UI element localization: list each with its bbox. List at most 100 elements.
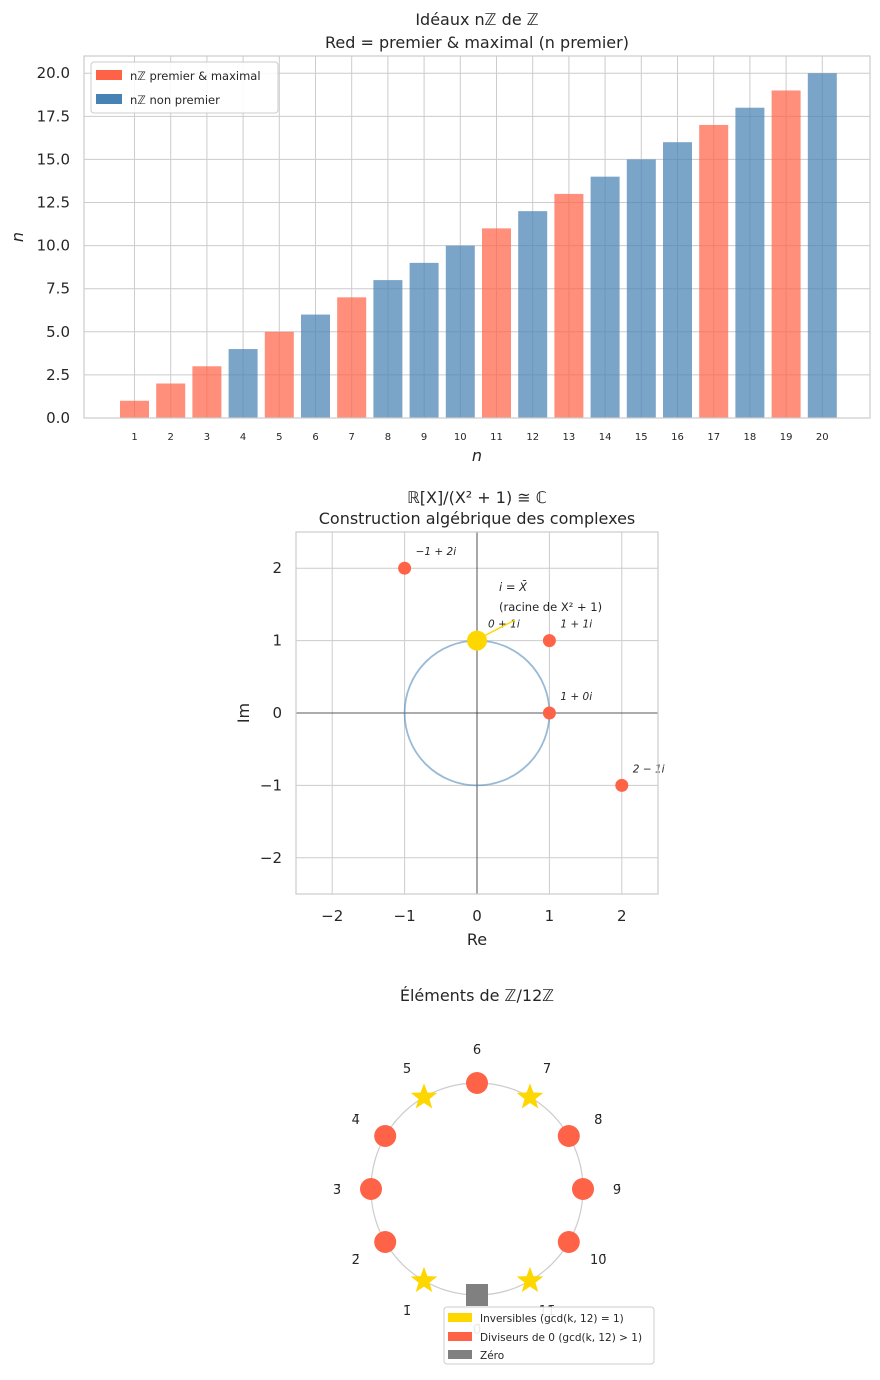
chart3-legend-label-zero-divisors: Diviseurs de 0 (gcd(k, 12) > 1) — [480, 1332, 642, 1344]
chart3-element-7-star — [516, 1083, 544, 1109]
chart1-ylabel: n — [8, 232, 27, 242]
chart1-xlabel: n — [472, 446, 482, 465]
chart2-point-i — [467, 630, 487, 651]
chart1-xtick-label: 10 — [454, 432, 467, 443]
chart3-ring-circle — [370, 1082, 584, 1296]
chart3-element-label: 9̄ — [613, 1183, 621, 1198]
chart3-element-4-dot — [374, 1125, 397, 1147]
chart1-xtick-label: 5 — [276, 432, 282, 443]
chart1-bar-5 — [264, 331, 294, 418]
chart1-frame — [83, 55, 871, 419]
chart2-ylabel: Im — [234, 703, 253, 723]
chart1-bar-16 — [663, 142, 692, 418]
chart1-bar-8 — [373, 280, 403, 418]
ideals-bar-chart: Idéaux nℤ de ℤ Red = premier & maximal (… — [8, 10, 871, 465]
chart1-bar-7 — [337, 297, 367, 418]
chart3-element-label: 10̄ — [590, 1253, 607, 1268]
chart3-element-1-star — [410, 1266, 438, 1293]
chart1-ytick-label: 10.0 — [37, 237, 70, 255]
chart1-x-ticks: 1 2 3 4 5 6 7 8 9 10 11 12 13 14 15 16 17 18 19 20 — [131, 432, 828, 443]
chart2-xlabel: Re — [467, 930, 487, 949]
chart2-points: 1 + 0i1 + 1i−1 + 2i2 − 1i0 + 1i — [398, 546, 665, 792]
chart2-ytick-label: −1 — [260, 776, 282, 794]
chart1-xtick-label: 7 — [349, 432, 355, 443]
chart1-bar-6 — [301, 314, 330, 418]
chart1-bar-4 — [228, 349, 258, 418]
chart1-legend-swatch-prime — [96, 70, 122, 80]
chart1-xtick-label: 12 — [526, 432, 539, 443]
chart2-frame — [295, 531, 659, 895]
chart3-element-6-dot — [466, 1072, 488, 1094]
chart1-xtick-label: 19 — [780, 432, 793, 443]
chart1-bar-10 — [445, 245, 475, 418]
chart3-legend-box — [443, 1306, 655, 1365]
chart1-bar-14 — [590, 176, 620, 418]
chart2-xtick-label: 0 — [472, 907, 482, 925]
chart1-xtick-label: 14 — [599, 432, 612, 443]
chart1-xtick-label: 18 — [744, 432, 757, 443]
chart2-point-label: 1 + 1i — [560, 619, 592, 631]
chart3-element-0-square — [466, 1284, 488, 1306]
chart1-bar-3 — [192, 366, 222, 418]
chart2-xtick-label: −2 — [321, 907, 343, 925]
chart1-bar-1 — [120, 400, 149, 418]
chart1-bar-15 — [626, 159, 656, 418]
chart1-xtick-label: 1 — [131, 432, 137, 443]
chart2-ticks: −2 −2 −1 −1 0 0 1 1 2 2 — [260, 559, 627, 925]
chart1-xtick-label: 11 — [490, 432, 503, 443]
chart2-title-line2: Construction algébrique des complexes — [319, 509, 636, 528]
chart3-element-label: 4̄ — [352, 1113, 360, 1128]
chart3-legend-swatch-units — [448, 1313, 472, 1322]
chart2-point-label: 2 − 1i — [633, 763, 665, 775]
complex-plane-chart: ℝ[X]/(X² + 1) ≅ ℂ Construction algébriqu… — [234, 488, 665, 949]
chart2-point — [542, 634, 556, 648]
chart2-xtick-label: −1 — [394, 907, 416, 925]
chart3-element-label: 1̄ — [403, 1304, 411, 1319]
chart3-element-label: 3̄ — [333, 1183, 341, 1198]
chart1-legend-swatch-nonprime — [96, 94, 122, 104]
chart1-bars — [120, 73, 837, 418]
chart2-point — [398, 561, 412, 575]
chart3-title: Éléments de ℤ/12ℤ — [400, 986, 554, 1005]
chart3-element-8-dot — [557, 1125, 580, 1147]
chart3-legend: Inversibles (gcd(k, 12) = 1) Diviseurs d… — [443, 1306, 655, 1365]
chart1-bar-20 — [807, 73, 837, 418]
chart2-point — [542, 706, 556, 720]
chart3-element-2-dot — [374, 1231, 397, 1253]
chart2-title-line1: ℝ[X]/(X² + 1) ≅ ℂ — [407, 488, 547, 507]
chart1-xtick-label: 2 — [168, 432, 174, 443]
chart1-xtick-label: 8 — [385, 432, 391, 443]
chart3-legend-label-zero: Zéro — [480, 1350, 504, 1362]
chart3-legend-swatch-zero-divisors — [448, 1332, 472, 1341]
chart1-xtick-label: 15 — [635, 432, 648, 443]
chart1-ytick-label: 15.0 — [37, 150, 70, 168]
chart1-ytick-label: 7.5 — [46, 280, 70, 298]
chart2-ytick-label: 2 — [272, 559, 282, 577]
chart3-legend-swatch-zero — [448, 1350, 472, 1359]
chart1-ytick-label: 12.5 — [37, 194, 70, 212]
chart1-bar-2 — [156, 383, 186, 418]
chart1-bar-18 — [735, 107, 765, 418]
chart1-xtick-label: 17 — [707, 432, 720, 443]
chart1-bar-12 — [518, 211, 548, 418]
chart1-xtick-label: 20 — [816, 432, 829, 443]
chart1-legend-label-prime: nℤ premier & maximal — [130, 69, 261, 83]
chart2-annotation-line1: i = X̄ — [499, 580, 528, 594]
chart2-point-label: 1 + 0i — [560, 691, 592, 703]
chart3-element-5-star — [410, 1083, 438, 1109]
chart3-element-3-dot — [360, 1178, 382, 1200]
chart2-point-label: −1 + 2i — [416, 546, 457, 558]
chart1-ytick-label: 2.5 — [46, 366, 70, 384]
chart1-title-line1: Idéaux nℤ de ℤ — [415, 10, 538, 29]
chart1-legend-box — [90, 61, 279, 114]
chart3-element-label: 2̄ — [352, 1253, 360, 1268]
chart3-element-9-dot — [572, 1178, 594, 1200]
chart2-annotation-arrow — [483, 619, 516, 637]
chart1-legend-label-nonprime: nℤ non premier — [130, 93, 220, 107]
chart1-ytick-label: 5.0 — [46, 323, 70, 341]
chart1-xtick-label: 13 — [563, 432, 576, 443]
chart1-bar-9 — [409, 262, 439, 418]
chart2-ytick-label: −2 — [260, 849, 282, 867]
chart1-y-ticks: 0.0 2.5 5.0 7.5 10.0 12.5 15.0 17.5 20.0 — [37, 64, 70, 427]
chart3-legend-label-units: Inversibles (gcd(k, 12) = 1) — [480, 1313, 624, 1325]
